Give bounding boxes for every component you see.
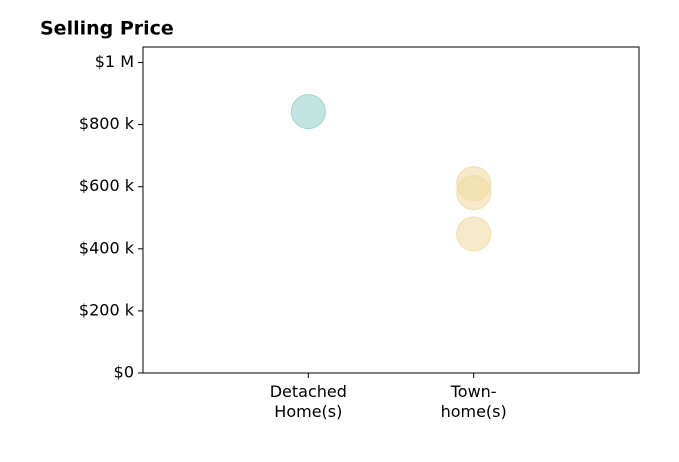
y-tick-label: $200 k [79,300,135,319]
plot-frame [142,46,640,374]
y-tick-label: $1 M [95,52,134,71]
point [456,175,492,211]
x-tick-label: Detached Home(s) [269,382,347,421]
point [290,94,326,130]
point [456,216,492,252]
y-tick-label: $800 k [79,114,135,133]
chart-title: Selling Price [40,18,174,40]
y-tick-label: $0 [114,363,134,382]
y-tick-label: $400 k [79,238,135,257]
x-tick-label: Town- home(s) [440,382,507,421]
y-tick-label: $600 k [79,176,135,195]
